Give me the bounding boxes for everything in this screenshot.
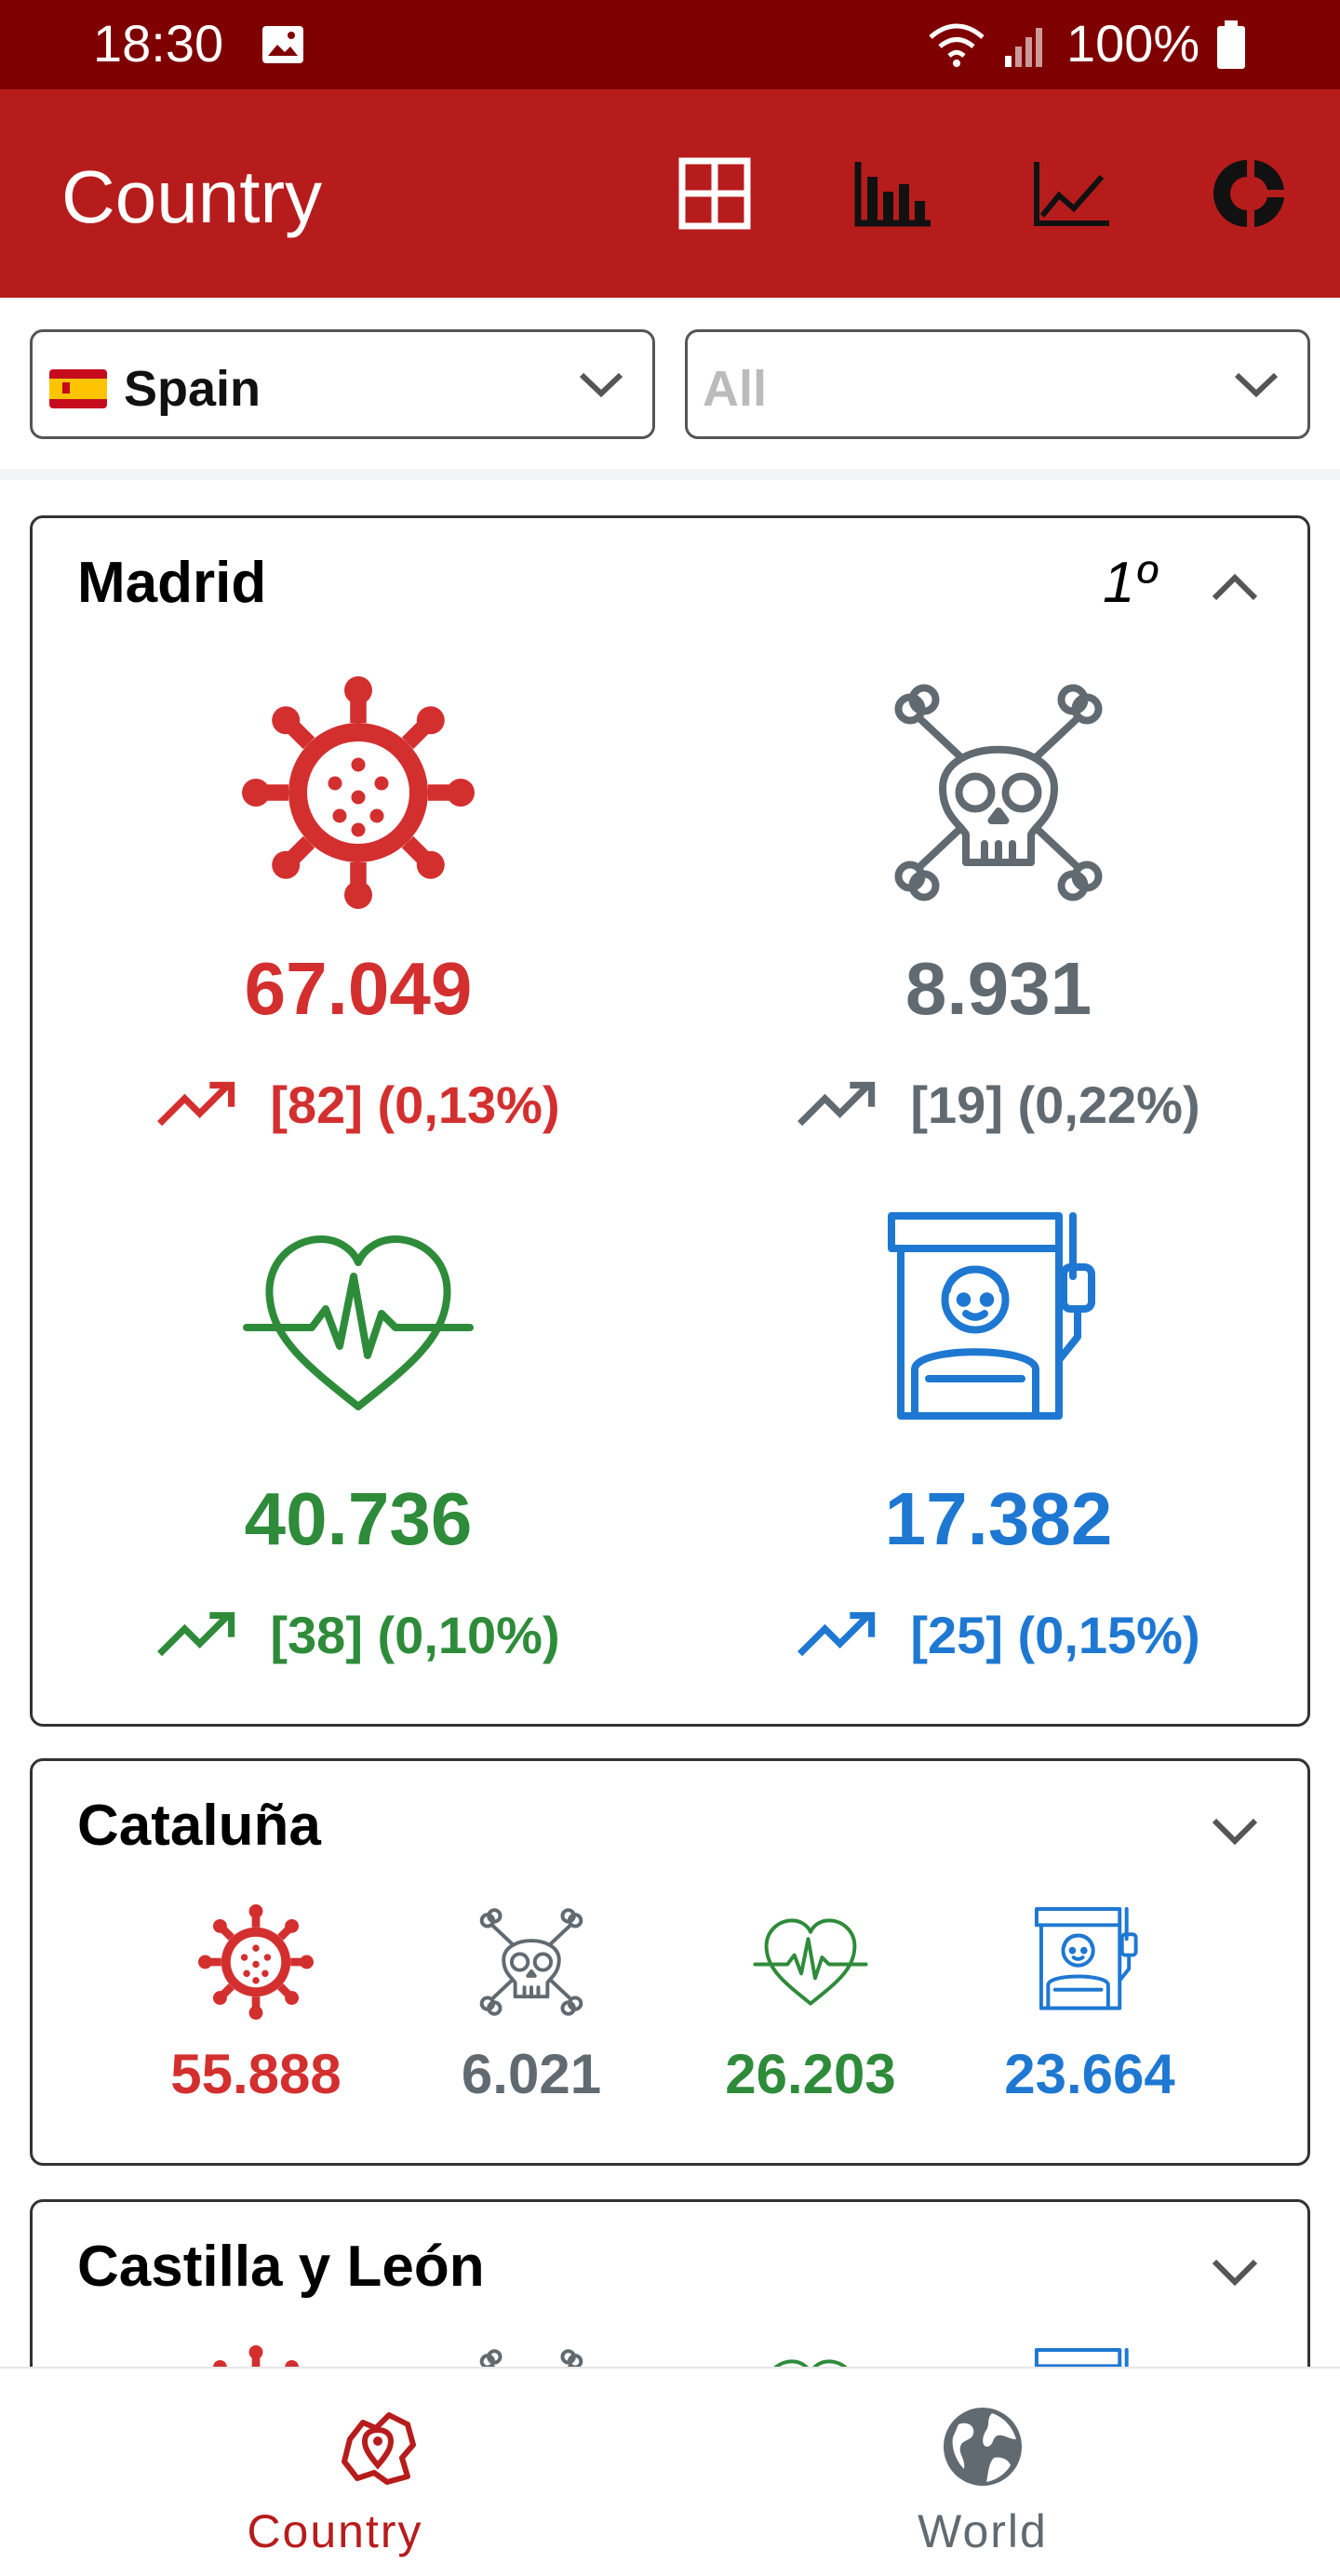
nav-country-label: Country (247, 2505, 423, 2557)
hospitalized-delta: [25] (0,15%) (738, 1605, 1259, 1665)
bar-chart-icon (854, 162, 931, 227)
recovered-delta: [38] (0,10%) (98, 1605, 619, 1665)
spain-flag-icon (49, 369, 107, 408)
region-card-cataluna[interactable]: Cataluña 55.888 6.021 26.203 23.664 (30, 1758, 1310, 2166)
chevron-down-icon (579, 372, 623, 398)
region-select-placeholder: All (703, 361, 768, 417)
confirmed-delta: [82] (0,13%) (98, 1074, 619, 1135)
map-pin-icon (342, 2412, 416, 2485)
chevron-up-icon[interactable] (1209, 567, 1261, 607)
signal-icon (1005, 28, 1042, 67)
filter-divider (0, 469, 1340, 480)
region-name: Madrid (77, 551, 267, 615)
battery-percentage: 100% (1066, 14, 1200, 73)
confirmed-stat: 67.049 [82] (0,13%) (98, 676, 619, 1135)
wifi-icon (929, 23, 985, 67)
hospital-bed-icon (882, 1207, 1115, 1439)
battery-icon (1217, 20, 1245, 69)
hospitalized-value: 23.664 (1004, 2043, 1175, 2105)
hospitalized-value: 17.382 (884, 1477, 1113, 1560)
bar-chart-button[interactable] (849, 149, 938, 238)
heartbeat-icon (242, 1207, 475, 1439)
deaths-stat: 6.021 (401, 1904, 662, 2106)
region-name: Castilla y León (77, 2235, 485, 2299)
globe-icon (944, 2408, 1022, 2486)
status-time: 18:30 (93, 14, 224, 73)
grid-view-button[interactable] (670, 149, 759, 238)
line-chart-button[interactable] (1027, 149, 1117, 238)
skull-icon (882, 676, 1115, 909)
country-select[interactable]: Spain (30, 329, 655, 439)
status-bar: 18:30 100% (0, 0, 1340, 89)
donut-chart-icon (1213, 160, 1284, 227)
trending-up-icon (156, 1079, 236, 1131)
trending-up-icon (797, 1609, 877, 1662)
country-select-value: Spain (124, 361, 261, 417)
hospitalized-delta-text: [25] (0,15%) (910, 1606, 1200, 1664)
donut-chart-button[interactable] (1206, 149, 1295, 238)
confirmed-delta-text: [82] (0,13%) (270, 1075, 560, 1134)
region-card-madrid[interactable]: Madrid 1º 67.049 [82] (0,13%) 8.931 [19]… (30, 515, 1310, 1727)
recovered-value: 40.736 (244, 1477, 473, 1560)
deaths-delta: [19] (0,22%) (738, 1074, 1259, 1135)
nav-world[interactable]: World (648, 2369, 1318, 2576)
recovered-stat: 40.736 [38] (0,10%) (98, 1207, 619, 1665)
hospitalized-stat: 23.664 (959, 1904, 1220, 2106)
chevron-down-icon[interactable] (1209, 2250, 1261, 2291)
confirmed-stat: 55.888 (126, 1904, 386, 2106)
grid-icon (678, 157, 751, 230)
deaths-stat: 8.931 [19] (0,22%) (738, 676, 1259, 1135)
app-bar: Country (0, 89, 1340, 298)
region-name: Cataluña (77, 1794, 321, 1858)
deaths-value: 6.021 (461, 2043, 602, 2105)
chevron-down-icon[interactable] (1209, 1809, 1261, 1850)
region-select[interactable]: All (685, 329, 1310, 439)
nav-world-label: World (918, 2505, 1048, 2557)
chevron-down-icon (1234, 372, 1279, 398)
confirmed-value: 55.888 (170, 2043, 342, 2105)
heartbeat-icon (753, 1904, 868, 2020)
skull-icon (474, 1904, 589, 2020)
hospitalized-stat: 17.382 [25] (0,15%) (738, 1207, 1259, 1665)
bottom-navigation: Country World (0, 2367, 1340, 2576)
deaths-delta-text: [19] (0,22%) (910, 1075, 1200, 1134)
trending-up-icon (156, 1609, 236, 1662)
deaths-value: 8.931 (904, 947, 1092, 1030)
nav-country[interactable]: Country (22, 2369, 692, 2576)
hospital-bed-icon (1032, 1904, 1147, 2020)
confirmed-value: 67.049 (244, 947, 473, 1030)
region-rank: 1º (1103, 551, 1157, 615)
line-chart-icon (1034, 162, 1109, 226)
recovered-stat: 26.203 (680, 1904, 941, 2106)
recovered-delta-text: [38] (0,10%) (270, 1606, 560, 1664)
gallery-icon (262, 26, 303, 63)
trending-up-icon (797, 1079, 877, 1131)
virus-icon (198, 1904, 314, 2020)
page-title: Country (61, 155, 323, 238)
virus-icon (242, 676, 475, 909)
recovered-value: 26.203 (725, 2043, 896, 2105)
